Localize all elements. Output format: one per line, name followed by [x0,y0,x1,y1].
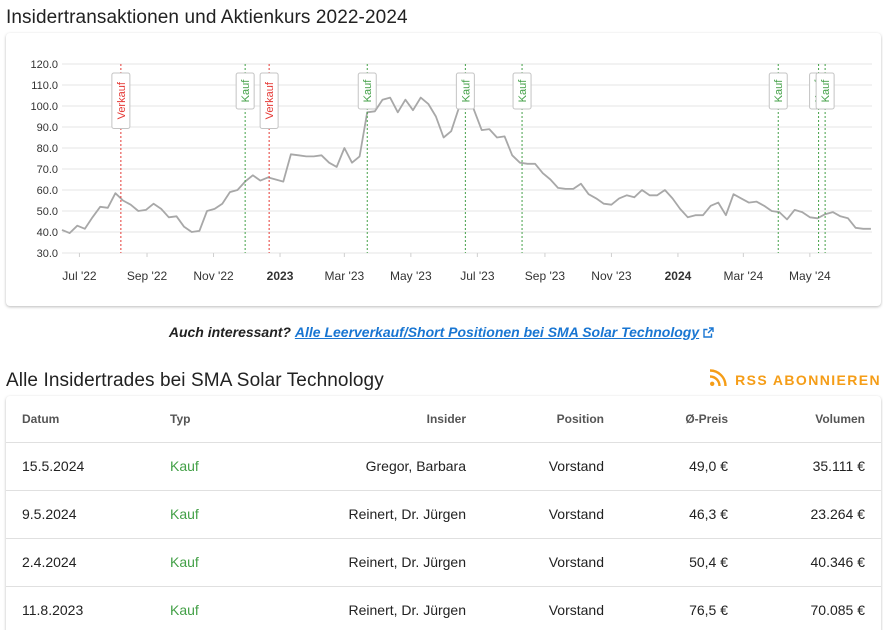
cell-type: Kauf [154,442,304,491]
cell-type: Kauf [154,490,304,539]
x-tick-label: May '23 [390,269,432,283]
buy-marker-label: Kauf [820,79,832,103]
insider-trades-table-card: Datum Typ Insider Position Ø-Preis Volum… [6,396,881,630]
table-header-row: Datum Typ Insider Position Ø-Preis Volum… [6,396,881,443]
cell-price: 76,5 € [620,586,744,630]
cell-insider: Gregor, Barbara [304,442,482,491]
cell-insider: Reinert, Dr. Jürgen [304,490,482,539]
y-tick-label: 100.0 [30,101,58,113]
sell-marker-label: Verkauf [116,81,128,119]
column-header-insider[interactable]: Insider [304,396,482,443]
cell-position: Vorstand [482,490,620,539]
rss-subscribe-button[interactable]: RSS ABONNIEREN [709,369,881,390]
x-tick-label: Jul '22 [62,269,97,283]
cell-volume: 35.111 € [744,442,881,491]
buy-marker-label-box [357,72,377,110]
trades-title: Alle Insidertrades bei SMA Solar Technol… [6,370,384,391]
rss-label: RSS ABONNIEREN [735,371,881,388]
y-tick-label: 50.0 [37,206,58,218]
cell-type: Kauf [154,538,304,587]
x-tick-label: Jul '23 [460,269,495,283]
buy-marker-label: Kauf [460,79,472,103]
cell-price: 46,3 € [620,490,744,539]
cell-volume: 70.085 € [744,586,881,630]
buy-marker-label-box [815,72,835,110]
cell-date: 11.8.2023 [6,586,154,630]
table-row[interactable]: 9.5.2024 Kauf Reinert, Dr. Jürgen Vorsta… [6,490,881,539]
x-tick-label: 2024 [665,269,692,283]
buy-marker-label: Kauf [362,79,374,103]
cell-price: 50,4 € [620,538,744,587]
cell-position: Vorstand [482,586,620,630]
y-tick-label: 30.0 [37,248,58,260]
cell-position: Vorstand [482,442,620,491]
y-tick-label: 120.0 [30,59,58,71]
buy-marker-label-box [235,72,255,110]
cell-position: Vorstand [482,538,620,587]
x-tick-label: Sep '22 [127,269,168,283]
buy-marker-label: Kauf [240,79,252,103]
cell-price: 49,0 € [620,442,744,491]
buy-marker-label-box [455,72,475,110]
buy-marker-label-box [512,72,532,110]
insider-trades-table: Datum Typ Insider Position Ø-Preis Volum… [6,396,881,630]
table-row[interactable]: 15.5.2024 Kauf Gregor, Barbara Vorstand … [6,442,881,491]
cell-date: 9.5.2024 [6,490,154,539]
column-header-date[interactable]: Datum [6,396,154,443]
buy-marker-label-box [768,72,788,110]
cell-insider: Reinert, Dr. Jürgen [304,586,482,630]
cell-type: Kauf [154,586,304,630]
x-tick-label: Nov '22 [193,269,234,283]
y-tick-label: 60.0 [37,185,58,197]
buy-marker-label: Kauf [517,79,529,103]
price-chart-card: 30.0 40.0 50.0 60.0 70.0 80.0 90.0 100.0 110.0 12… [6,33,881,306]
rss-icon [709,369,727,390]
x-tick-label: Nov '23 [591,269,632,283]
x-tick-label: Mar '23 [325,269,365,283]
sell-marker-label: Verkauf [264,81,276,119]
table-row[interactable]: 2.4.2024 Kauf Reinert, Dr. Jürgen Vorsta… [6,538,881,587]
cell-date: 2.4.2024 [6,538,154,587]
short-positions-link[interactable]: Alle Leerverkauf/Short Positionen bei SM… [294,324,700,340]
table-row[interactable]: 11.8.2023 Kauf Reinert, Dr. Jürgen Vorst… [6,586,881,630]
x-tick-label: Mar '24 [724,269,764,283]
price-chart: 30.0 40.0 50.0 60.0 70.0 80.0 90.0 100.0 110.0 12… [30,59,872,283]
cell-date: 15.5.2024 [6,442,154,491]
y-tick-label: 40.0 [37,227,58,239]
cell-volume: 23.264 € [744,490,881,539]
x-tick-label: May '24 [789,269,831,283]
buy-marker-label: Kauf [773,79,785,103]
column-header-position[interactable]: Position [482,396,620,443]
promo-lead: Auch interessant? [168,324,291,340]
y-tick-label: 80.0 [37,143,58,155]
x-tick-label: 2023 [267,269,294,283]
y-tick-label: 90.0 [37,122,58,134]
x-tick-label: Sep '23 [525,269,566,283]
chart-title: Insidertransaktionen und Aktienkurs 2022… [6,7,408,28]
column-header-type[interactable]: Typ [154,396,304,443]
external-link-icon [703,325,714,341]
column-header-price[interactable]: Ø-Preis [620,396,744,443]
y-tick-label: 110.0 [31,80,58,92]
column-header-volume[interactable]: Volumen [744,396,881,443]
y-tick-label: 70.0 [37,164,58,176]
sell-marker-label-box [111,72,131,129]
cell-insider: Reinert, Dr. Jürgen [304,538,482,587]
sell-marker-label-box [259,72,279,129]
promo-line: Auch interessant? Alle Leerverkauf/Short… [0,324,883,341]
cell-volume: 40.346 € [744,538,881,587]
